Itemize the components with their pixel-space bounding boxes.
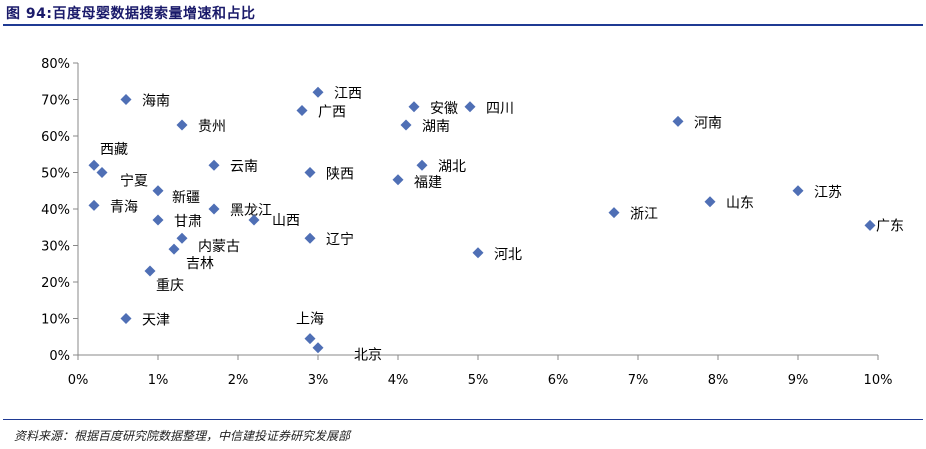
data-point-label: 重庆 xyxy=(156,278,184,294)
data-point-label: 北京 xyxy=(354,348,382,364)
figure-title: 图 94:百度母婴数据搜索量增速和占比 xyxy=(6,6,256,22)
data-point-label: 陕西 xyxy=(326,167,354,183)
data-point-marker xyxy=(792,185,804,197)
data-point-label: 宁夏 xyxy=(120,173,148,190)
x-tick-label: 5% xyxy=(468,373,489,388)
source-rule xyxy=(3,419,923,420)
x-tick-label: 1% xyxy=(148,373,169,388)
data-point-marker xyxy=(704,196,716,208)
data-point-marker xyxy=(88,199,100,211)
x-tick-label: 10% xyxy=(864,373,893,388)
data-point-marker xyxy=(176,232,188,244)
title-rule xyxy=(3,24,923,26)
x-tick-label: 6% xyxy=(548,373,569,388)
x-tick-label: 3% xyxy=(308,373,329,388)
data-point-label: 江苏 xyxy=(814,185,842,201)
data-point-marker xyxy=(168,243,180,255)
data-point-marker xyxy=(152,214,164,226)
x-tick-label: 2% xyxy=(228,373,249,388)
y-tick-label: 40% xyxy=(41,203,70,218)
data-point-label: 西藏 xyxy=(100,142,128,158)
data-point-label: 四川 xyxy=(486,101,514,117)
data-point-label: 浙江 xyxy=(630,207,658,223)
data-point-marker xyxy=(144,265,156,277)
data-point-label: 河北 xyxy=(494,247,522,263)
data-point-label: 江西 xyxy=(334,86,362,102)
data-point-label: 新疆 xyxy=(172,190,200,206)
y-tick-label: 30% xyxy=(41,240,70,255)
data-point-label: 广东 xyxy=(876,218,904,234)
data-point-label: 湖北 xyxy=(438,159,466,175)
y-tick-label: 80% xyxy=(41,57,70,72)
data-point-label: 云南 xyxy=(230,159,258,175)
data-point-label: 天津 xyxy=(142,313,170,329)
data-point-label: 辽宁 xyxy=(326,231,354,248)
y-tick-label: 20% xyxy=(41,276,70,291)
y-tick-label: 70% xyxy=(41,94,70,109)
data-point-marker xyxy=(176,119,188,131)
data-point-marker xyxy=(416,159,428,171)
data-point-label: 青海 xyxy=(110,199,138,215)
y-tick-label: 60% xyxy=(41,130,70,145)
data-point-marker xyxy=(464,101,476,113)
data-point-marker xyxy=(400,119,412,131)
data-point-marker xyxy=(392,174,404,186)
data-point-marker xyxy=(96,167,108,178)
chart-axes: 0% 10% 20% 30% 40% 50% 60% 70% 80% 0% 1% 2% 3% 4% 5% 6%… xyxy=(41,57,892,388)
data-point-marker xyxy=(152,185,164,197)
data-point-marker xyxy=(608,207,620,219)
data-point-marker xyxy=(312,86,324,98)
x-tick-label: 9% xyxy=(788,373,809,388)
data-point-marker xyxy=(304,232,316,244)
data-point-label: 河南 xyxy=(694,115,722,131)
data-point-label: 广西 xyxy=(318,104,346,120)
y-tick-label: 0% xyxy=(49,349,70,364)
data-point-marker xyxy=(248,214,260,226)
data-point-marker xyxy=(120,94,132,105)
data-point-label: 内蒙古 xyxy=(198,239,240,255)
data-point-marker xyxy=(304,333,316,345)
data-point-marker xyxy=(120,313,132,324)
x-tick-label: 7% xyxy=(628,373,649,388)
data-point-marker xyxy=(408,101,420,113)
source-note: 资料来源：根据百度研究院数据整理，中信建投证券研究发展部 xyxy=(14,429,351,443)
x-tick-label: 0% xyxy=(68,373,89,388)
x-tick-label: 8% xyxy=(708,373,729,388)
data-point-label: 山东 xyxy=(726,196,754,212)
data-point-marker xyxy=(296,104,308,116)
data-point-label: 甘肃 xyxy=(174,214,202,230)
scatter-chart: 0% 10% 20% 30% 40% 50% 60% 70% 80% 0% 1% 2% 3% 4% 5% 6%… xyxy=(41,57,904,388)
data-point-label: 山西 xyxy=(272,213,300,229)
data-point-marker xyxy=(864,219,876,231)
data-point-label: 海南 xyxy=(142,94,170,110)
data-point-marker xyxy=(312,342,324,354)
data-point-marker xyxy=(472,247,484,259)
data-point-marker xyxy=(208,159,220,171)
x-tick-label: 4% xyxy=(388,373,409,388)
data-point-label: 安徽 xyxy=(430,101,458,117)
data-point-label: 福建 xyxy=(414,175,442,191)
data-point-marker xyxy=(672,115,684,127)
data-point-marker xyxy=(208,203,220,215)
data-point-label: 上海 xyxy=(296,312,324,328)
data-point-label: 贵州 xyxy=(198,119,226,135)
data-point-label: 吉林 xyxy=(186,256,214,272)
data-point-marker xyxy=(304,167,316,178)
data-point-label: 湖南 xyxy=(422,119,450,135)
data-point-label: 黑龙江 xyxy=(230,203,272,219)
y-tick-label: 10% xyxy=(41,313,70,328)
data-point-marker xyxy=(88,159,100,171)
y-tick-label: 50% xyxy=(41,167,70,182)
